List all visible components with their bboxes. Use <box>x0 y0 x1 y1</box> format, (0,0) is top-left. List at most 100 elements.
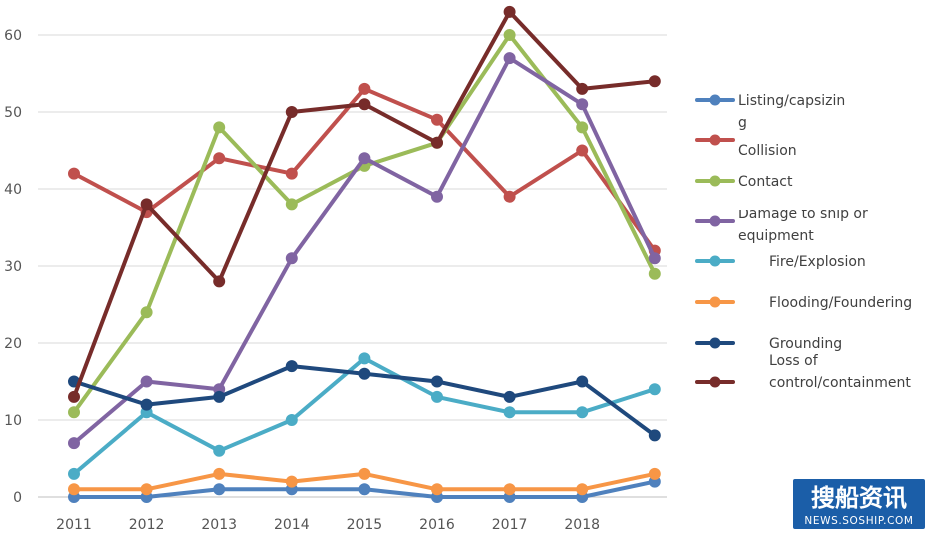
legend-label: Collision <box>738 143 797 159</box>
data-point-damage-to-ship-or-equipment <box>648 252 661 265</box>
watermark-logo: 搜船资讯 NEWS.SOSHIP.COM <box>793 479 925 529</box>
data-point-flooding-foundering <box>358 467 371 480</box>
data-point-loss-of-control-containment <box>431 136 443 149</box>
data-point-flooding-foundering <box>648 467 661 480</box>
data-point-contact <box>503 29 516 41</box>
data-point-loss-of-control-containment <box>68 390 80 403</box>
series-flooding-foundering <box>68 467 661 496</box>
data-point-contact <box>576 121 589 134</box>
legend-item-flooding-foundering: Flooding/Foundering <box>695 295 912 311</box>
x-axis-ticks: 2011 2012 2013 2014 2015 2016 2017 2018 <box>56 517 600 533</box>
legend-label: Damage to ship or <box>738 206 868 222</box>
legend-swatch-marker <box>709 337 721 349</box>
watermark-title: 搜船资讯 <box>811 484 907 512</box>
legend-swatch-marker <box>709 175 721 187</box>
legend-item-fire-explosion: Fire/Explosion <box>695 254 866 270</box>
legend-swatch-marker <box>709 376 721 388</box>
legend-item-listing-capsizing: Listing/capsizin g <box>695 93 845 131</box>
legend-swatch-marker <box>709 255 721 267</box>
data-point-flooding-foundering <box>576 483 589 496</box>
data-point-collision <box>431 113 443 126</box>
series-loss-of-control-containment <box>68 5 661 403</box>
x-tick-label: 2012 <box>129 517 165 533</box>
data-point-flooding-foundering <box>140 483 153 496</box>
series-group <box>68 5 661 503</box>
data-point-loss-of-control-containment <box>285 106 298 118</box>
legend-label: Contact <box>738 174 793 190</box>
data-point-loss-of-control-containment <box>576 82 589 95</box>
data-point-listing-capsizing <box>358 483 371 496</box>
data-point-grounding <box>140 398 153 411</box>
x-tick-label: 2013 <box>201 517 237 533</box>
data-point-flooding-foundering <box>285 475 298 488</box>
data-point-damage-to-ship-or-equipment <box>68 437 80 450</box>
data-point-flooding-foundering <box>431 483 443 496</box>
data-point-flooding-foundering <box>503 483 516 496</box>
data-point-contact <box>285 198 298 211</box>
data-point-contact <box>68 406 80 419</box>
legend-swatch-marker <box>709 134 721 146</box>
data-point-fire-explosion <box>431 390 443 403</box>
data-point-grounding <box>576 375 589 388</box>
data-point-contact <box>140 306 153 319</box>
x-tick-label: 2014 <box>274 517 310 533</box>
data-point-fire-explosion <box>68 467 80 480</box>
data-point-grounding <box>213 390 226 403</box>
x-tick-label: 2018 <box>564 517 600 533</box>
y-tick-label: 30 <box>4 259 22 275</box>
y-tick-label: 60 <box>4 28 22 44</box>
data-point-collision <box>285 167 298 180</box>
legend-item-collision: Collision <box>695 134 797 159</box>
data-point-collision <box>576 144 589 157</box>
data-point-grounding <box>648 429 661 442</box>
legend-item-loss-of-control-containment: Loss of control/containment <box>695 353 911 391</box>
series-grounding <box>68 360 661 442</box>
data-point-flooding-foundering <box>213 467 226 480</box>
gridlines <box>38 34 667 498</box>
data-point-grounding <box>503 390 516 403</box>
data-point-collision <box>213 152 226 165</box>
legend-label: Fire/Explosion <box>769 254 866 270</box>
x-tick-label: 2011 <box>56 517 92 533</box>
data-point-damage-to-ship-or-equipment <box>503 52 516 65</box>
x-tick-label: 2016 <box>419 517 455 533</box>
legend-swatch-marker <box>709 215 721 227</box>
data-point-listing-capsizing <box>213 483 226 496</box>
legend-label: g <box>738 115 747 131</box>
legend-label: control/containment <box>769 375 911 391</box>
data-point-damage-to-ship-or-equipment <box>285 252 298 265</box>
y-tick-label: 10 <box>4 413 22 429</box>
data-point-damage-to-ship-or-equipment <box>358 152 371 165</box>
data-point-grounding <box>358 367 371 380</box>
data-point-loss-of-control-containment <box>140 198 153 211</box>
x-tick-label: 2015 <box>347 517 383 533</box>
legend-label: Flooding/Foundering <box>769 295 912 311</box>
data-point-fire-explosion <box>503 406 516 419</box>
data-point-contact <box>648 267 661 280</box>
data-point-flooding-foundering <box>68 483 80 496</box>
data-point-contact <box>213 121 226 134</box>
legend-swatch-marker <box>709 296 721 308</box>
data-point-fire-explosion <box>213 444 226 457</box>
legend: Listing/capsizin g Collision Contact Damage … <box>695 93 912 391</box>
y-tick-label: 20 <box>4 336 22 352</box>
data-point-damage-to-ship-or-equipment <box>431 190 443 203</box>
series-damage-to-ship-or-equipment <box>68 52 661 450</box>
data-point-loss-of-control-containment <box>648 75 661 88</box>
legend-label: equipment <box>738 228 814 244</box>
data-point-loss-of-control-containment <box>503 5 516 18</box>
y-tick-label: 50 <box>4 105 22 121</box>
data-point-damage-to-ship-or-equipment <box>576 98 589 111</box>
legend-item-contact: Contact <box>695 174 793 190</box>
legend-label: Listing/capsizin <box>738 93 845 109</box>
data-point-collision <box>68 167 80 180</box>
data-point-collision <box>503 190 516 203</box>
legend-item-grounding: Grounding <box>695 336 842 352</box>
data-point-loss-of-control-containment <box>358 98 371 111</box>
series-line-loss-of-control-containment <box>72 9 657 399</box>
legend-label: Loss of <box>769 353 819 369</box>
legend-label: Grounding <box>769 336 842 352</box>
data-point-fire-explosion <box>648 383 661 396</box>
y-tick-label: 0 <box>13 490 22 506</box>
data-point-collision <box>358 82 371 95</box>
